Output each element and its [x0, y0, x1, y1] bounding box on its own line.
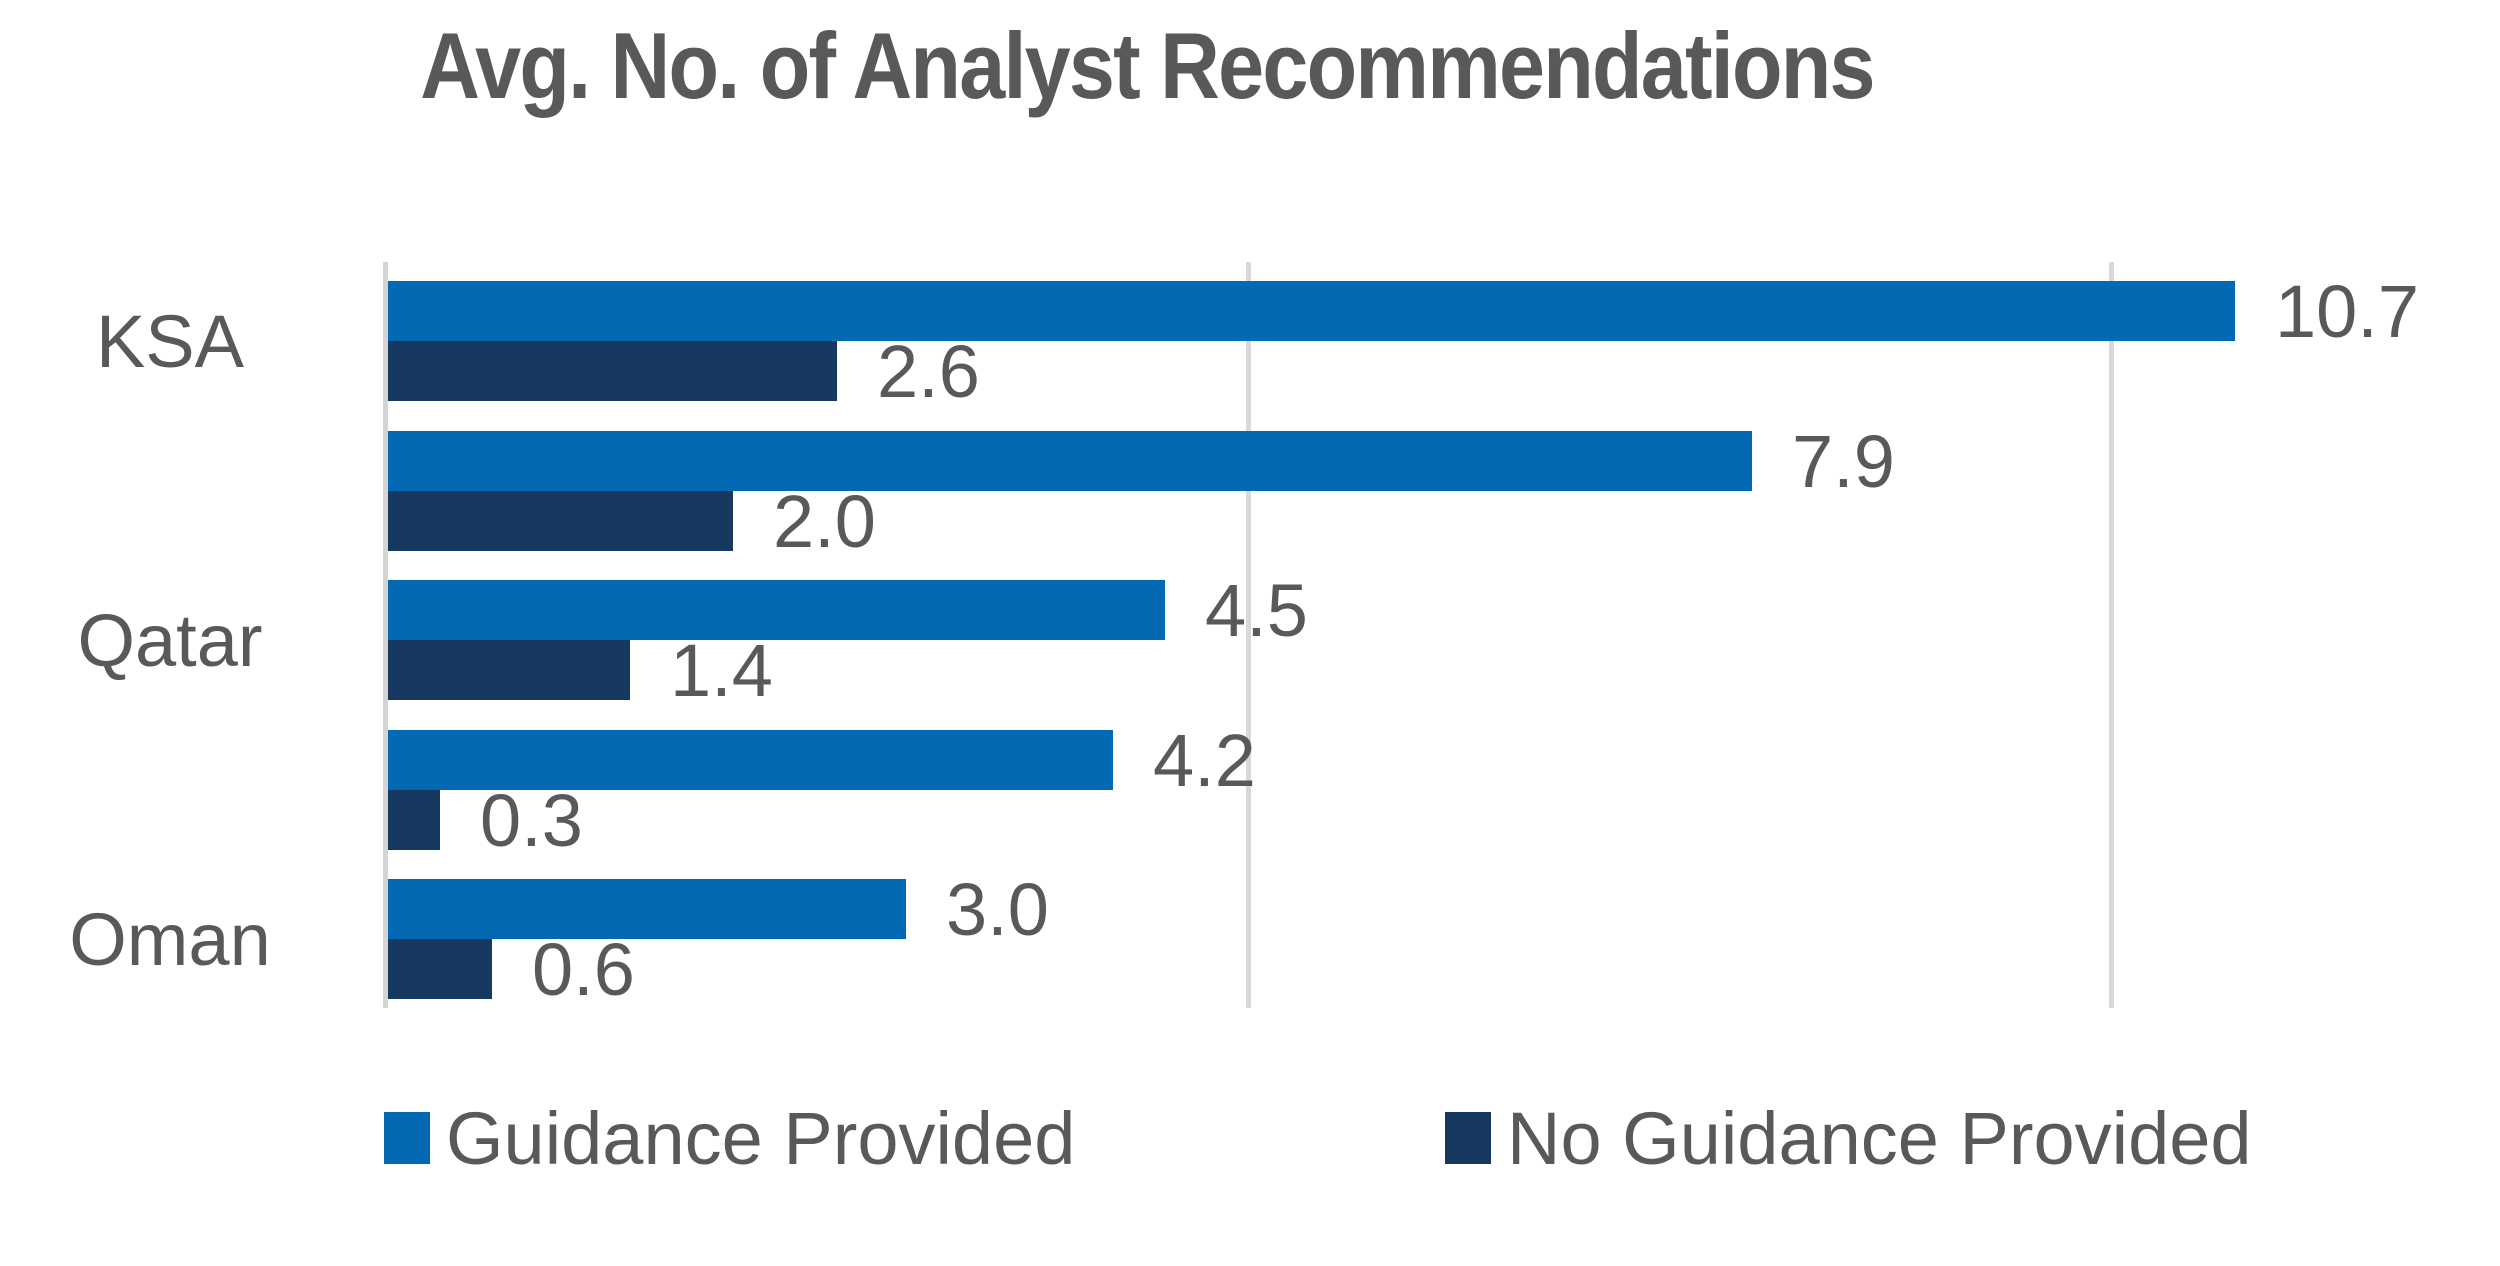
bar-guidance-provided-qatar [388, 580, 1165, 640]
value-label-no-guidance-provided-ksa: 2.6 [877, 329, 980, 413]
bar-guidance-provided-ksa [388, 281, 2235, 341]
category-label-qatar: Qatar [77, 598, 263, 682]
value-label-guidance-provided-oman: 3.0 [946, 867, 1049, 951]
value-label-guidance-provided-ksa: 10.7 [2275, 269, 2420, 353]
gridline-x-10 [2109, 262, 2114, 1008]
category-label-ksa: KSA [95, 299, 245, 383]
bar-guidance-provided-group-2 [388, 431, 1752, 491]
bar-no-guidance-provided-oman [388, 939, 492, 999]
chart-title: Avg. No. of Analyst Recommendations [420, 13, 1875, 118]
bar-no-guidance-provided-ksa [388, 341, 837, 401]
value-label-no-guidance-provided-group-4: 0.3 [480, 778, 583, 862]
value-label-no-guidance-provided-oman: 0.6 [532, 927, 635, 1011]
bar-no-guidance-provided-group-4 [388, 790, 440, 850]
value-label-no-guidance-provided-group-2: 2.0 [773, 479, 876, 563]
gridline-x-5 [1246, 262, 1251, 1008]
value-label-guidance-provided-group-2: 7.9 [1792, 419, 1895, 503]
bar-no-guidance-provided-qatar [388, 640, 630, 700]
value-label-guidance-provided-group-4: 4.2 [1153, 718, 1256, 802]
bar-guidance-provided-oman [388, 879, 906, 939]
bar-no-guidance-provided-group-2 [388, 491, 733, 551]
value-label-no-guidance-provided-qatar: 1.4 [670, 628, 773, 712]
bar-guidance-provided-group-4 [388, 730, 1113, 790]
category-label-oman: Oman [69, 897, 271, 981]
value-label-guidance-provided-qatar: 4.5 [1205, 568, 1308, 652]
y-axis-line [383, 262, 388, 1008]
